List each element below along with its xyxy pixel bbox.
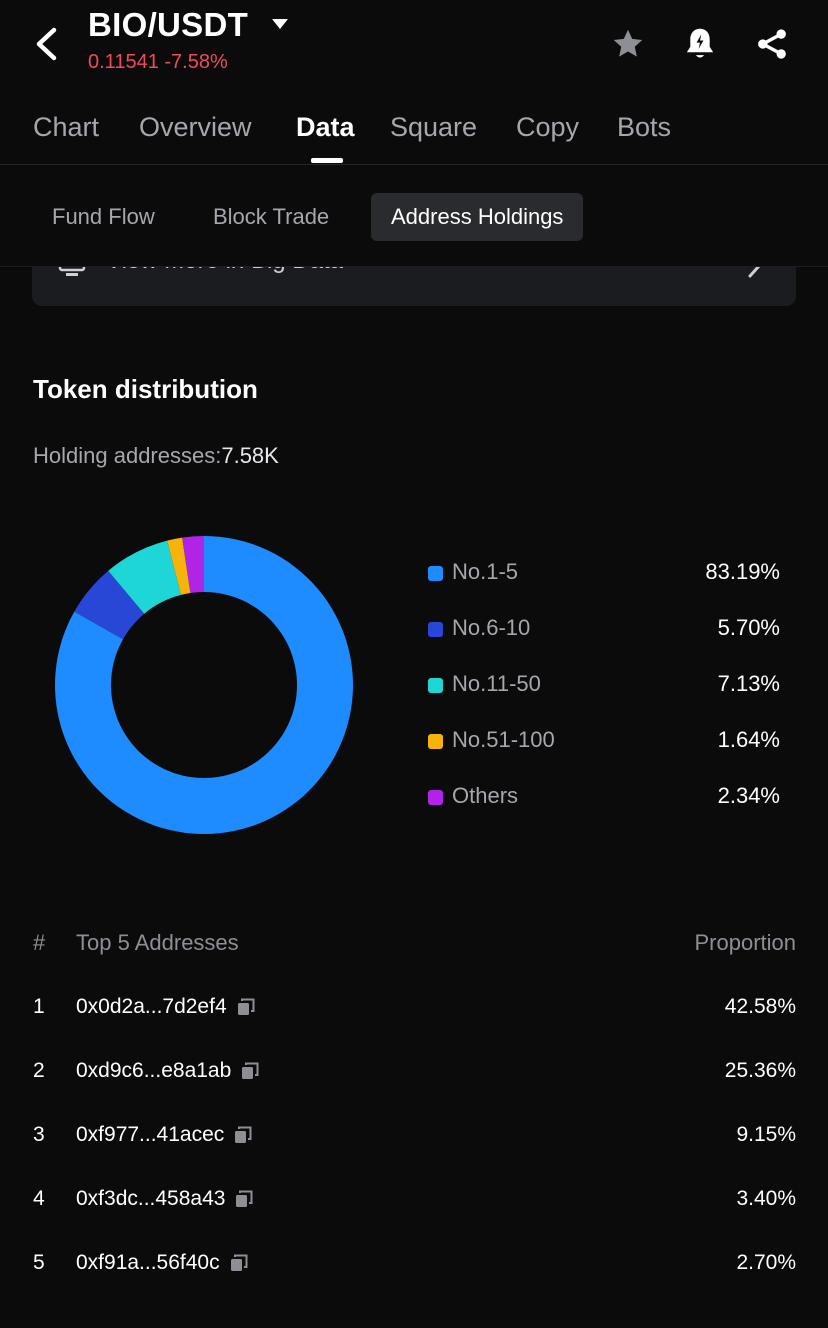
star-icon xyxy=(613,29,643,57)
row-address: 0xf91a...56f40c xyxy=(76,1251,248,1275)
donut-slice-no-51-100 xyxy=(167,537,191,595)
table-row: 5 0xf91a...56f40c 2.70% xyxy=(0,1251,828,1291)
subtab-fund-flow[interactable]: Fund Flow xyxy=(52,204,155,229)
copy-icon[interactable] xyxy=(234,1126,252,1144)
holding-label: Holding addresses: xyxy=(33,443,222,468)
subtabs-bar: Fund Flow Block Trade Address Holdings xyxy=(0,166,828,267)
legend-swatch xyxy=(428,790,443,805)
donut-slice-no-11-50 xyxy=(108,540,181,614)
subtab-address-holdings[interactable]: Address Holdings xyxy=(371,193,584,241)
tab-data[interactable]: Data xyxy=(296,112,355,142)
legend-swatch xyxy=(428,622,443,637)
row-rank: 3 xyxy=(33,1123,45,1146)
main-tabs: Chart Overview Data Square Copy Bots xyxy=(0,100,828,165)
row-address: 0xf3dc...458a43 xyxy=(76,1187,253,1211)
row-proportion: 3.40% xyxy=(736,1187,796,1210)
row-address: 0x0d2a...7d2ef4 xyxy=(76,995,255,1019)
address-text: 0xf977...41acec xyxy=(76,1123,225,1146)
price-change: 0.11541 -7.58% xyxy=(88,51,228,74)
donut-slice-others xyxy=(182,536,204,594)
legend-value: 5.70% xyxy=(717,615,780,640)
holding-addresses: Holding addresses:7.58K xyxy=(33,443,279,469)
legend-item: No.1-5 83.19% xyxy=(428,558,780,588)
col-proportion-header: Proportion xyxy=(694,930,796,955)
legend-label: No.11-50 xyxy=(452,671,541,696)
change-percent: -7.58% xyxy=(164,51,228,73)
table-row: 2 0xd9c6...e8a1ab 25.36% xyxy=(0,1059,828,1099)
row-rank: 4 xyxy=(33,1187,45,1210)
legend-label: No.1-5 xyxy=(452,559,519,584)
legend-label: No.51-100 xyxy=(452,727,555,752)
share-button[interactable] xyxy=(752,24,792,64)
copy-icon[interactable] xyxy=(235,1190,253,1208)
legend-value: 2.34% xyxy=(717,783,780,808)
donut-chart xyxy=(55,536,353,834)
favorite-button[interactable] xyxy=(608,24,648,64)
legend-item: No.51-100 1.64% xyxy=(428,726,780,756)
back-button[interactable] xyxy=(30,24,62,64)
section-title: Token distribution xyxy=(33,374,258,404)
last-price: 0.11541 xyxy=(88,51,159,73)
pair-title[interactable]: BIO/USDT xyxy=(88,6,249,43)
legend-swatch xyxy=(428,566,443,581)
col-rank-header: # xyxy=(33,930,46,955)
address-text: 0xd9c6...e8a1ab xyxy=(76,1059,232,1082)
legend-swatch xyxy=(428,678,443,693)
holding-value: 7.58K xyxy=(221,443,279,468)
row-proportion: 2.70% xyxy=(736,1251,796,1274)
legend-value: 1.64% xyxy=(717,727,780,752)
bell-alert-icon xyxy=(686,28,714,58)
row-proportion: 25.36% xyxy=(724,1059,796,1082)
col-address-header: Top 5 Addresses xyxy=(76,930,239,955)
legend-item: Others 2.34% xyxy=(428,782,780,812)
active-tab-indicator xyxy=(311,158,343,163)
row-address: 0xd9c6...e8a1ab xyxy=(76,1059,259,1083)
legend-value: 7.13% xyxy=(717,671,780,696)
row-rank: 2 xyxy=(33,1059,45,1082)
tab-square[interactable]: Square xyxy=(390,112,478,142)
copy-icon[interactable] xyxy=(241,1062,259,1080)
legend-swatch xyxy=(428,734,443,749)
legend-item: No.11-50 7.13% xyxy=(428,670,780,700)
copy-icon[interactable] xyxy=(237,998,255,1016)
row-proportion: 9.15% xyxy=(736,1123,796,1146)
row-address: 0xf977...41acec xyxy=(76,1123,252,1147)
row-proportion: 42.58% xyxy=(724,995,796,1018)
address-text: 0xf3dc...458a43 xyxy=(76,1187,226,1210)
donut-slice-no-6-10 xyxy=(74,570,145,640)
address-text: 0x0d2a...7d2ef4 xyxy=(76,995,227,1018)
caret-down-icon xyxy=(272,19,288,29)
share-icon xyxy=(758,29,786,59)
table-row: 3 0xf977...41acec 9.15% xyxy=(0,1123,828,1163)
legend-item: No.6-10 5.70% xyxy=(428,614,780,644)
pair-dropdown[interactable] xyxy=(270,16,290,32)
legend-label: Others xyxy=(452,783,519,808)
tab-overview[interactable]: Overview xyxy=(139,112,252,142)
table-row: 4 0xf3dc...458a43 3.40% xyxy=(0,1187,828,1227)
subtab-block-trade[interactable]: Block Trade xyxy=(213,204,330,229)
row-rank: 5 xyxy=(33,1251,45,1274)
legend-label: No.6-10 xyxy=(452,615,531,640)
row-rank: 1 xyxy=(33,995,45,1018)
address-text: 0xf91a...56f40c xyxy=(76,1251,220,1274)
table-row: 1 0x0d2a...7d2ef4 42.58% xyxy=(0,995,828,1035)
alert-button[interactable] xyxy=(680,24,720,64)
legend-value: 83.19% xyxy=(705,559,780,584)
back-arrow-icon xyxy=(36,27,57,61)
donut-slice-no-1-5 xyxy=(55,536,353,834)
tab-copy[interactable]: Copy xyxy=(516,112,580,142)
copy-icon[interactable] xyxy=(230,1254,248,1272)
tab-bots[interactable]: Bots xyxy=(617,112,672,142)
tab-chart[interactable]: Chart xyxy=(33,112,100,142)
